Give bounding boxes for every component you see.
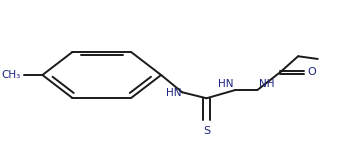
Text: HN: HN	[166, 88, 182, 98]
Text: NH: NH	[259, 79, 274, 89]
Text: CH₃: CH₃	[2, 70, 21, 80]
Text: O: O	[307, 67, 316, 77]
Text: HN: HN	[218, 79, 234, 89]
Text: S: S	[203, 126, 210, 136]
